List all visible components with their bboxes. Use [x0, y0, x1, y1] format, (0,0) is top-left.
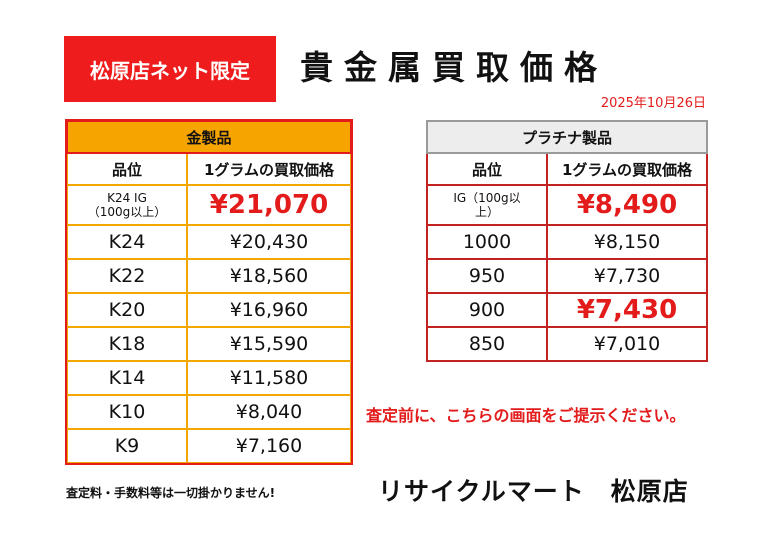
present-screen-notice: 査定前に、こちらの画面をご提示ください。: [366, 406, 686, 425]
platinum-price: ¥7,010: [546, 326, 708, 362]
platinum-col-price: 1グラムの買取価格: [546, 152, 708, 186]
platinum-col-grade: 品位: [426, 152, 548, 186]
store-name: リサイクルマート 松原店: [378, 477, 689, 506]
page-title: 貴金属買取価格: [300, 48, 608, 87]
gold-price: ¥21,070: [186, 184, 352, 226]
platinum-price-table: プラチナ製品 品位 1グラムの買取価格 IG（100g以 上） ¥8,490 1…: [426, 120, 708, 362]
gold-price: ¥16,960: [186, 292, 352, 328]
gold-col-price: 1グラムの買取価格: [186, 152, 352, 186]
badge-text: 松原店ネット限定: [90, 58, 250, 83]
gold-price: ¥11,580: [186, 360, 352, 396]
price-date: 2025年10月26日: [600, 96, 706, 111]
gold-grade: K24 IG （100g以上）: [66, 184, 188, 226]
table-row: IG（100g以 上） ¥8,490: [426, 184, 708, 226]
platinum-grade: 900: [426, 292, 548, 328]
platinum-price: ¥7,430: [546, 292, 708, 328]
platinum-grade: IG（100g以 上）: [426, 184, 548, 226]
gold-col-grade: 品位: [66, 152, 188, 186]
gold-grade: K18: [66, 326, 188, 362]
table-row: K20 ¥16,960: [66, 292, 352, 328]
table-row: K10 ¥8,040: [66, 394, 352, 430]
gold-price-table: 金製品 品位 1グラムの買取価格 K24 IG （100g以上） ¥21,070…: [65, 119, 353, 465]
gold-table-title: 金製品: [66, 120, 352, 154]
table-row: K18 ¥15,590: [66, 326, 352, 362]
table-row: K24 ¥20,430: [66, 224, 352, 260]
gold-grade: K10: [66, 394, 188, 430]
gold-price: ¥7,160: [186, 428, 352, 464]
gold-price: ¥15,590: [186, 326, 352, 362]
gold-price: ¥18,560: [186, 258, 352, 294]
gold-price: ¥20,430: [186, 224, 352, 260]
gold-grade: K9: [66, 428, 188, 464]
platinum-table-title: プラチナ製品: [426, 120, 708, 154]
no-fee-note: 査定料・手数料等は一切掛かりません!: [66, 486, 276, 500]
gold-price: ¥8,040: [186, 394, 352, 430]
platinum-price: ¥7,730: [546, 258, 708, 294]
table-row: 850 ¥7,010: [426, 326, 708, 362]
platinum-grade: 950: [426, 258, 548, 294]
table-row: 900 ¥7,430: [426, 292, 708, 328]
gold-grade: K14: [66, 360, 188, 396]
table-row: K9 ¥7,160: [66, 428, 352, 464]
gold-grade: K20: [66, 292, 188, 328]
table-row: 950 ¥7,730: [426, 258, 708, 294]
table-row: K24 IG （100g以上） ¥21,070: [66, 184, 352, 226]
gold-grade: K24: [66, 224, 188, 260]
platinum-price: ¥8,490: [546, 184, 708, 226]
gold-grade: K22: [66, 258, 188, 294]
table-row: K22 ¥18,560: [66, 258, 352, 294]
net-limited-badge: 松原店ネット限定: [64, 36, 276, 102]
table-row: 1000 ¥8,150: [426, 224, 708, 260]
platinum-grade: 850: [426, 326, 548, 362]
table-row: K14 ¥11,580: [66, 360, 352, 396]
platinum-grade: 1000: [426, 224, 548, 260]
platinum-price: ¥8,150: [546, 224, 708, 260]
